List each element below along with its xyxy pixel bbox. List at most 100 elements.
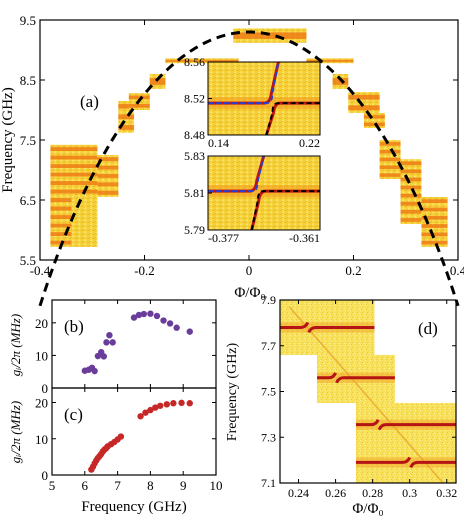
y-tick-label: 8.52 <box>184 92 205 106</box>
fit-curve <box>38 30 460 307</box>
x-tick-label: -0.2 <box>134 263 155 278</box>
data-point <box>130 314 138 321</box>
x-tick-label: 0.28 <box>362 486 383 500</box>
y-axis-label: Frequency (GHz) <box>225 342 240 441</box>
y-tick-label: 9.5 <box>20 13 36 28</box>
qubit-line <box>288 306 444 483</box>
x-tick-label: 0.14 <box>208 136 229 150</box>
spectrum-tile <box>71 197 98 247</box>
x-tick-label: -0.4 <box>30 263 51 278</box>
axes: -0.4 -0.2 0 0.2 0.4 5.5 6.5 7.5 8.5 9.5 <box>20 13 464 278</box>
data-point <box>152 404 159 411</box>
mode-line <box>280 321 310 329</box>
y-tick-label: 7.9 <box>261 293 276 307</box>
y-tick-label: 7.1 <box>261 476 276 490</box>
data-point <box>103 339 110 346</box>
x-tick-label: 0.4 <box>450 263 464 278</box>
x-tick-label: 0.32 <box>436 486 457 500</box>
panel-b: 0 10 20 (b) gᵢ/2π (MHz) <box>8 299 217 396</box>
data-points <box>81 310 193 375</box>
y-tick-label: 7.5 <box>20 133 36 148</box>
y-tick-label: 0 <box>42 468 49 483</box>
x-axis-label: Φ/Φ₀ <box>234 285 265 301</box>
y-tick-label: 0 <box>42 381 49 396</box>
data-point <box>173 324 180 331</box>
y-axis-label: gᵢ/2π (MHz) <box>8 314 23 376</box>
data-point <box>109 339 116 346</box>
mode-line <box>307 325 375 334</box>
data-point <box>140 310 148 318</box>
data-point <box>100 353 108 360</box>
fit-branch-lower <box>265 102 320 135</box>
y-tick-label: 5.81 <box>184 186 205 200</box>
data-point <box>137 413 144 420</box>
data-point <box>170 400 177 407</box>
y-tick-label: 8.48 <box>184 128 205 142</box>
fit-branch-lower <box>250 190 320 230</box>
y-tick-label: 8.5 <box>20 73 36 88</box>
x-tick-label: 10 <box>210 478 223 493</box>
panel-label: (c) <box>64 405 83 424</box>
x-axis-label: Φ/Φ₀ <box>352 501 383 517</box>
y-tick-label: 5.5 <box>20 253 36 268</box>
x-tick-label: 0.24 <box>288 486 309 500</box>
data-point <box>117 433 125 440</box>
x-tick-label: -0.377 <box>208 231 239 245</box>
mode-line <box>355 456 412 464</box>
data-point <box>160 317 167 324</box>
mode-line <box>355 419 380 427</box>
data-point <box>135 311 143 319</box>
panel-d: 0.24 0.26 0.28 0.3 0.32 7.1 7.3 7.5 7.7 7.9 (d) F… <box>225 293 457 517</box>
y-tick-label: 7.7 <box>261 339 276 353</box>
data-point <box>166 320 174 327</box>
fit-branch-upper <box>208 156 265 193</box>
mode-line <box>409 460 456 469</box>
spectrum-tile <box>355 402 456 483</box>
x-tick-label: 0.2 <box>345 263 361 278</box>
mode-line <box>317 372 337 380</box>
fit-branch-upper <box>208 62 280 105</box>
x-tick-label: 0 <box>246 263 253 278</box>
data-point <box>178 399 185 407</box>
x-tick-label: 0.3 <box>402 486 417 500</box>
x-tick-label: 7 <box>114 478 121 493</box>
y-tick-label: 20 <box>35 316 48 331</box>
y-tick-label: 5.83 <box>184 149 205 163</box>
y-tick-label: 5.79 <box>184 223 205 237</box>
data-point <box>157 402 164 409</box>
data-point <box>147 310 154 317</box>
x-axis-label: Frequency (GHz) <box>81 499 186 515</box>
mode-line <box>377 423 456 431</box>
panel-c: 0 10 20 5 6 7 8 9 10 (c) gᵢ/2π (MHz) Frequency (… <box>8 387 223 515</box>
x-tick-label: 8 <box>147 478 154 493</box>
panel-label: (b) <box>64 317 84 336</box>
data-point <box>153 312 161 320</box>
y-tick-label: 6.5 <box>20 193 36 208</box>
y-tick-label: 7.3 <box>261 430 276 444</box>
y-axis-label: gᵢ/2π (MHz) <box>8 401 23 463</box>
data-point <box>186 328 193 335</box>
inset-top: 8.56 8.52 8.480.14 0.22 <box>184 55 321 150</box>
anticrossing-branch <box>264 101 320 135</box>
y-tick-label: 10 <box>35 348 48 363</box>
data-point <box>163 401 170 408</box>
y-tick-label: 20 <box>35 396 48 411</box>
data-points <box>88 399 193 473</box>
data-point <box>106 332 113 339</box>
spectrum-tile <box>421 197 448 247</box>
data-point <box>186 400 193 407</box>
x-tick-label: -0.361 <box>289 231 320 245</box>
spectrum-tiles <box>280 300 456 483</box>
panel-label: (d) <box>418 319 438 338</box>
plot-frame <box>51 387 217 476</box>
panel-label: (a) <box>80 92 99 111</box>
y-axis-label: Frequency (GHz) <box>0 87 16 192</box>
x-tick-label: 5 <box>49 478 56 493</box>
x-tick-label: 0.26 <box>325 486 346 500</box>
x-tick-label: 0.22 <box>299 136 320 150</box>
inset-bottom: 5.83 5.81 5.79-0.377 -0.361 <box>184 149 321 245</box>
panel-a: -0.4 -0.2 0 0.2 0.4 5.5 6.5 7.5 8.5 9.5 (a) Frequ… <box>0 13 464 307</box>
y-tick-label: 10 <box>35 432 48 447</box>
y-tick-label: 8.56 <box>184 55 205 69</box>
